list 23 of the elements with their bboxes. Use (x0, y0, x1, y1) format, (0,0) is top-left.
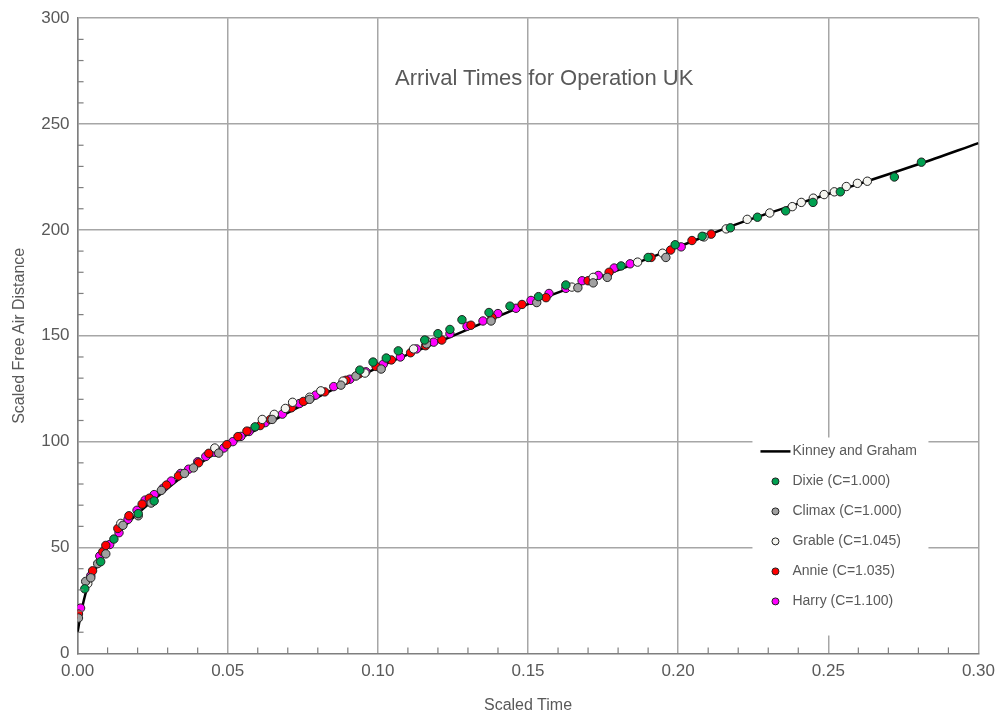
x-tick-label: 0.15 (511, 661, 545, 681)
x-tick-label: 0.25 (811, 661, 845, 681)
x-tick-label: 0.10 (361, 661, 395, 681)
x-tick-label: 0.05 (211, 661, 245, 681)
y-tick-label: 250 (41, 113, 70, 133)
x-tick-label: 0.20 (661, 661, 695, 681)
y-axis-title: Scaled Free Air Distance (10, 247, 28, 424)
x-tick-label: 0.00 (61, 661, 95, 681)
legend-label: Harry (C=1.100) (792, 592, 894, 609)
y-tick-label: 300 (41, 7, 70, 27)
y-tick-label: 0 (60, 643, 70, 663)
x-axis-title: Scaled Time (483, 695, 573, 713)
y-tick-label: 200 (41, 219, 70, 239)
y-tick-label: 150 (41, 325, 70, 345)
legend-label: Kinney and Graham (792, 442, 917, 459)
legend-label: Dixie (C=1.000) (792, 472, 891, 489)
legend-label: Annie (C=1.035) (792, 562, 895, 579)
legend-label: Climax (C=1.000) (792, 502, 902, 519)
legend-label: Grable (C=1.045) (792, 532, 902, 549)
y-tick-label: 50 (50, 537, 70, 557)
y-tick-label: 100 (41, 431, 70, 451)
x-tick-label: 0.30 (961, 661, 995, 681)
text: Arrival Times for Operation UK (395, 65, 694, 91)
